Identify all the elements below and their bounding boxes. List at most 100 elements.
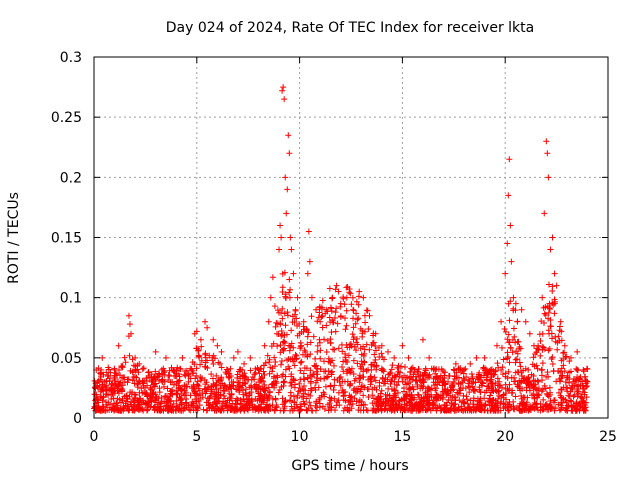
data-point [127, 389, 134, 396]
data-point [519, 385, 526, 392]
data-point [347, 290, 354, 297]
data-point [152, 348, 159, 355]
data-point [194, 405, 201, 412]
data-point [133, 403, 140, 410]
data-point [506, 407, 513, 414]
data-point [543, 390, 550, 397]
data-point [512, 378, 519, 385]
data-point [97, 370, 104, 377]
data-point [255, 390, 262, 397]
data-point [380, 366, 387, 373]
data-point [463, 396, 470, 403]
data-point [348, 340, 355, 347]
data-point [407, 379, 414, 386]
data-point [266, 389, 273, 396]
data-point [330, 386, 337, 393]
data-point [236, 379, 243, 386]
data-point [563, 407, 570, 414]
data-point [445, 396, 452, 403]
data-point [386, 370, 393, 377]
data-point [453, 407, 460, 414]
data-point [428, 385, 435, 392]
data-point [494, 375, 501, 382]
data-point [346, 401, 353, 408]
data-point [314, 371, 321, 378]
data-point [135, 369, 142, 376]
data-point [166, 367, 173, 374]
data-point [547, 323, 554, 330]
data-point [166, 373, 173, 380]
data-point [520, 377, 527, 384]
data-point [367, 381, 374, 388]
data-point [337, 374, 344, 381]
data-point [551, 270, 558, 277]
data-point [144, 393, 151, 400]
data-point [350, 357, 357, 364]
data-point [219, 402, 226, 409]
data-point [269, 381, 276, 388]
data-point [205, 399, 212, 406]
data-point [197, 336, 204, 343]
data-point [277, 361, 284, 368]
data-point [219, 405, 226, 412]
data-point [381, 378, 388, 385]
data-point [370, 332, 377, 339]
data-point [327, 339, 334, 346]
data-point [294, 394, 301, 401]
data-point [313, 399, 320, 406]
data-point [449, 383, 456, 390]
data-point [558, 337, 565, 344]
data-point [351, 395, 358, 402]
x-axis-label: GPS time / hours [291, 458, 408, 474]
data-point [269, 274, 276, 281]
data-point [350, 387, 357, 394]
data-point [506, 156, 513, 163]
data-point [404, 391, 411, 398]
data-point [140, 407, 147, 414]
data-point [214, 342, 221, 349]
data-point [267, 364, 274, 371]
data-point [414, 391, 421, 398]
data-point [298, 342, 305, 349]
data-point [479, 382, 486, 389]
data-point [463, 373, 470, 380]
data-point [162, 354, 169, 361]
data-point [564, 388, 571, 395]
data-point [249, 374, 256, 381]
data-point [551, 407, 558, 414]
data-point [505, 407, 512, 414]
x-tick-label: 25 [599, 429, 617, 445]
data-point [385, 402, 392, 409]
data-point [134, 381, 141, 388]
data-point [558, 372, 565, 379]
data-point [508, 258, 515, 265]
data-point [271, 303, 278, 310]
data-point [539, 294, 546, 301]
data-point [568, 398, 575, 405]
data-point [278, 373, 285, 380]
data-point [570, 378, 577, 385]
data-point [439, 382, 446, 389]
data-point [114, 395, 121, 402]
data-point [288, 382, 295, 389]
data-point [389, 374, 396, 381]
data-point [291, 398, 298, 405]
data-point [375, 344, 382, 351]
data-point [299, 351, 306, 358]
data-point [349, 400, 356, 407]
data-point [232, 401, 239, 408]
data-point [346, 407, 353, 414]
data-point [542, 402, 549, 409]
data-point [364, 307, 371, 314]
data-point [360, 407, 367, 414]
data-point [433, 407, 440, 414]
data-point [488, 376, 495, 383]
data-point [355, 301, 362, 308]
data-point [376, 382, 383, 389]
data-point [535, 346, 542, 353]
data-point [357, 325, 364, 332]
data-point [128, 330, 135, 337]
data-point [512, 393, 519, 400]
data-point [494, 360, 501, 367]
data-point [468, 370, 475, 377]
